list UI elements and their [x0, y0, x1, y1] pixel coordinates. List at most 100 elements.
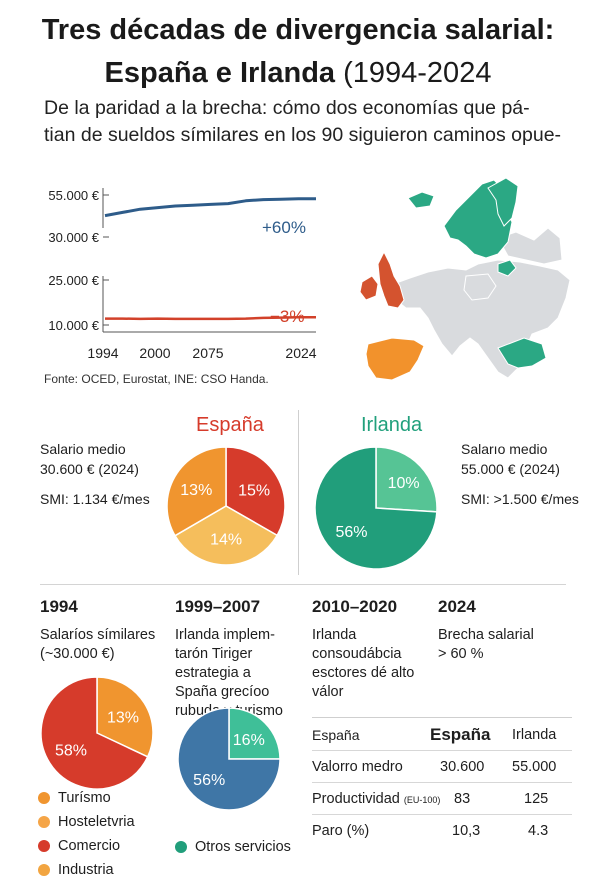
spain-smi: SMI: 1.134 €/mes	[40, 491, 150, 507]
table-row-label: Productividad (EU-100)	[312, 791, 440, 807]
table-header-row: España España Irlanda	[312, 720, 572, 751]
x-tick-label: 2000	[139, 345, 170, 361]
table-cell-spain: 10,3	[452, 823, 481, 839]
pie-slice-label: 13%	[180, 482, 212, 499]
map-balkans-east	[497, 337, 547, 369]
legend-item-hospitality: Hosteletvria	[38, 810, 135, 834]
pie-chart-ireland: 10% 56%	[314, 446, 438, 570]
pie-slice	[166, 446, 227, 537]
growth-annotation-spain: −3%	[270, 307, 305, 326]
table-top-rule	[312, 717, 572, 718]
table-col-spain: España	[430, 725, 491, 744]
pie-slice-label: 14%	[210, 531, 242, 548]
timeline-1999-line: estrategia a	[175, 665, 251, 681]
timeline-2010-line: esctores dé alto	[312, 665, 415, 681]
y-tick-label: 30.000 €	[48, 230, 99, 245]
table-row-label: Paro (%)	[312, 823, 370, 839]
table-row-label-small: (EU-100)	[403, 795, 441, 805]
legend-dot	[38, 864, 50, 876]
sector-legend: Turísmo Hosteletvria Comercio Industria	[38, 786, 135, 882]
legend-item-industry: Industria	[38, 858, 135, 882]
europe-map	[359, 177, 571, 381]
table-row: Productividad (EU-100) 83 125	[312, 784, 572, 815]
subtitle-line2: tian de sueldos símilares en los 90 sigu…	[44, 124, 562, 146]
map-russia-east	[497, 227, 563, 265]
page-title-bold: España e Irlanda	[104, 57, 336, 89]
subtitle-line1: De la paridad a la brecha: cómo dos econ…	[44, 97, 530, 119]
timeline-1994-line: (~30.000 €)	[40, 646, 115, 662]
pie-slice-label: 56%	[335, 524, 367, 541]
timeline-2024-text: Brecha salarial > 60 %	[438, 626, 534, 664]
pie-slice	[314, 446, 438, 570]
x-tick-label: 2024	[285, 345, 316, 361]
timeline-1999-line: tarón Tiriger	[175, 646, 253, 662]
pie-slice	[228, 707, 281, 760]
legend-item-commerce: Comercio	[38, 834, 135, 858]
pie-chart-1999: 16% 56%	[177, 707, 281, 811]
ireland-smi: SMI: >1.500 €/mes	[461, 491, 579, 507]
legend-item-other-services: Otros servicios	[175, 835, 291, 859]
pie-slice-label: 58%	[55, 743, 87, 760]
pie-slice	[177, 707, 281, 811]
map-baltic	[497, 259, 517, 277]
spain-title: España	[196, 414, 264, 436]
ireland-salary-value: 55.000 € (2024)	[461, 461, 560, 477]
pie-slice-label: 15%	[238, 483, 270, 500]
map-central-east	[463, 273, 497, 301]
timeline-2024-line: > 60 %	[438, 646, 484, 662]
table-cell-ireland: 4.3	[528, 823, 549, 839]
pie-chart-1994: 13% 58%	[40, 676, 154, 790]
timeline-1999-head: 1999–2007	[175, 597, 261, 616]
timeline-2010-line: consoudábcia	[312, 646, 402, 662]
map-scandinavia	[443, 179, 513, 259]
line-chart: 55.000 € 30.000 € 25.000 € 10.000 € 1994 200…	[48, 188, 317, 361]
table-row-label-main: Productividad	[312, 791, 400, 807]
growth-annotation-ireland: +60%	[262, 218, 306, 237]
legend-dot	[38, 816, 50, 828]
timeline-2010-line: válor	[312, 684, 344, 700]
pie-slice	[174, 505, 279, 566]
table-cell-ireland: 125	[524, 791, 549, 807]
table-row: Paro (%) 10,3 4.3	[312, 816, 572, 846]
timeline-2024-head: 2024	[438, 597, 476, 616]
pie-slice-label: 13%	[107, 710, 139, 727]
map-great-britain	[377, 250, 405, 309]
spain-salary-value: 30.600 € (2024)	[40, 461, 139, 477]
pie-slice-label: 56%	[193, 772, 225, 789]
page-title-line1: Tres décadas de divergencia salarial:	[41, 14, 555, 46]
divider-horizontal	[40, 584, 566, 585]
y-tick-label: 25.000 €	[48, 273, 99, 288]
y-tick-label: 55.000 €	[48, 188, 99, 203]
table-cell-ireland: 55.000	[512, 759, 557, 775]
source-note: Fonte: OCED, Eurostat, INE: CSO Handa.	[44, 372, 269, 386]
series-line-ireland	[104, 197, 316, 218]
ireland-salary-label: Salarıo medio	[461, 441, 548, 457]
pie-slice	[225, 446, 286, 537]
map-ireland	[359, 275, 379, 301]
ireland-title: Irlanda	[361, 414, 423, 436]
timeline-2010-head: 2010–2020	[312, 597, 398, 616]
legend-dot	[175, 841, 187, 853]
pie-slice	[96, 676, 154, 758]
series-line-spain	[105, 315, 316, 321]
table-cell-spain: 83	[454, 791, 471, 807]
legend-label: Hosteletvria	[58, 814, 135, 830]
table-row-label: Valorro medro	[312, 759, 403, 775]
page-title-years: (1994-2024	[335, 57, 492, 89]
pie-chart-spain: 15% 14% 13%	[166, 446, 286, 566]
x-tick-label: 1994	[87, 345, 118, 361]
page-title-line2: España e Irlanda (1994-2024	[0, 57, 596, 90]
timeline-1994-line: Salaríos símilares	[40, 627, 156, 643]
legend-label: Otros servicios	[195, 839, 291, 855]
x-tick-label: 2075	[192, 345, 223, 361]
legend-dot	[38, 840, 50, 852]
timeline-2010-text: Irlanda consoudábcia esctores dé alto vá…	[312, 626, 414, 702]
table-cell-spain: 30.600	[440, 759, 485, 775]
pie-slice	[375, 446, 438, 513]
legend-label: Turísmo	[58, 790, 111, 806]
timeline-1994-text: Salaríos símilares (~30.000 €)	[40, 626, 155, 664]
timeline-2010-line: Irlanda	[312, 627, 357, 643]
pie-slice-label: 16%	[233, 732, 265, 749]
map-iceland	[407, 191, 435, 209]
legend-label: Industria	[58, 862, 114, 878]
